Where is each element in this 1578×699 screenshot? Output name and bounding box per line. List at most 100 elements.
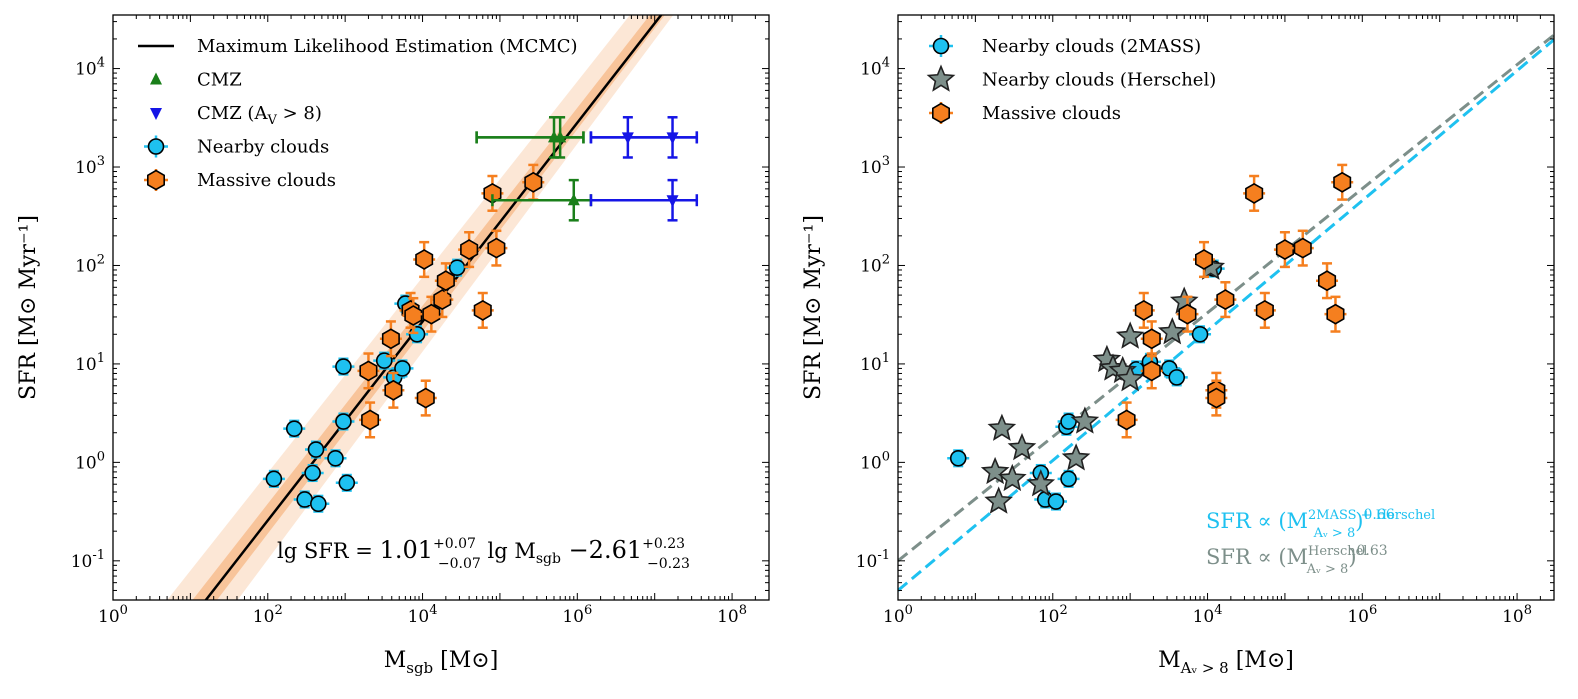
mle-fit-line	[204, 15, 663, 600]
tick-label: 106	[562, 603, 592, 627]
data-point	[381, 328, 400, 350]
legend-entry-label: Nearby clouds (2MASS)	[982, 36, 1201, 57]
data-point	[338, 474, 356, 492]
data-point	[524, 171, 543, 193]
legend-marker	[150, 108, 162, 120]
tick-label: 101	[860, 351, 890, 375]
x-axis-label: MAᵥ > 8 [M⊙]	[1158, 648, 1294, 677]
data-point	[335, 358, 352, 375]
legend: Maximum Likelihood Estimation (MCMC) CMZ C…	[138, 36, 578, 191]
power-law-relation-line	[898, 38, 1554, 592]
data-point	[949, 449, 967, 467]
data-point	[433, 289, 452, 311]
tick-label: 10-1	[856, 548, 890, 572]
series-nearby-clouds-herschel-	[980, 252, 1226, 514]
tick-label: 102	[860, 252, 890, 276]
tick-label: 108	[1502, 603, 1532, 627]
data-point	[460, 239, 479, 261]
data-point	[1293, 237, 1312, 259]
tick-label: 102	[1038, 603, 1068, 627]
legend-marker	[150, 72, 162, 85]
data-point	[1168, 369, 1186, 386]
tick-label: 10-1	[71, 548, 105, 572]
y-axis-label: SFR [M⊙ Myr⁻¹]	[16, 215, 41, 400]
data-point	[327, 449, 344, 467]
tick-label: 102	[253, 603, 283, 627]
tick-label: 100	[883, 603, 913, 627]
data-point	[473, 299, 492, 321]
legend-marker	[147, 169, 165, 191]
data-point	[1047, 493, 1065, 510]
tick-label: 103	[75, 154, 105, 178]
data-point	[1060, 413, 1077, 430]
data-point	[307, 441, 325, 458]
tick-label: 104	[75, 56, 105, 80]
tick-label: 103	[860, 154, 890, 178]
data-point	[335, 413, 352, 430]
data-point	[448, 259, 466, 276]
tick-label: 104	[408, 603, 438, 627]
data-point	[1060, 470, 1077, 488]
legend-marker	[931, 102, 951, 124]
data-point	[1275, 239, 1294, 261]
data-point	[666, 195, 679, 208]
data-point	[666, 132, 679, 145]
data-point	[1326, 303, 1345, 325]
data-point	[567, 193, 580, 206]
tick-label: 106	[1347, 603, 1377, 627]
data-point	[1007, 432, 1037, 461]
tick-label: 108	[717, 603, 747, 627]
right-chart-panel: 100 102 104 106 108 10-1 100 101 102 103 104 MAᵥ > …	[801, 14, 1555, 677]
data-point	[1255, 299, 1274, 321]
plot-frame	[897, 14, 1555, 601]
data-point	[1134, 299, 1153, 321]
data-point	[1318, 270, 1337, 292]
plot-area	[898, 33, 1554, 592]
data-point	[265, 470, 283, 488]
data-point	[1070, 406, 1100, 434]
legend-marker	[147, 138, 165, 155]
tick-label: 100	[860, 449, 890, 473]
legend-entry-label: CMZ (AV > 8)	[197, 103, 322, 128]
series-cmz	[475, 116, 593, 222]
tick-label: 100	[75, 449, 105, 473]
data-point	[487, 237, 506, 259]
tick-label: 104	[860, 56, 890, 80]
data-point	[1061, 443, 1091, 471]
data-point	[1115, 321, 1145, 349]
data-point	[984, 486, 1013, 514]
data-point	[1117, 409, 1136, 431]
data-point	[359, 360, 378, 382]
data-point	[436, 270, 455, 292]
data-point	[1245, 182, 1264, 204]
series-massive-clouds	[1115, 163, 1354, 439]
data-point	[394, 360, 411, 377]
legend-entry-label: Nearby clouds (Herschel)	[982, 70, 1216, 91]
x-axis-label: Msgb [M⊙]	[384, 648, 499, 677]
fit-equation: lg SFR = 1.01+0.07 −0.07 lg Msgb −2.61+0.…	[277, 536, 690, 572]
data-point	[285, 420, 303, 437]
data-point	[408, 325, 426, 343]
legend-marker	[926, 64, 956, 92]
data-point	[404, 305, 423, 326]
y-axis-label: SFR [M⊙ Myr⁻¹]	[801, 215, 826, 400]
tick-label: 100	[98, 603, 128, 627]
tick-label: 101	[75, 351, 105, 375]
relation-label: SFR ∝ (M2MASS + Herschel Aᵥ > 8)0.66	[1206, 507, 1435, 541]
data-point	[1142, 360, 1161, 382]
data-point	[1142, 328, 1161, 350]
data-point	[416, 387, 435, 409]
legend-entry-label: Massive clouds	[982, 103, 1121, 124]
data-point	[361, 409, 380, 431]
data-point	[1207, 387, 1226, 409]
data-point	[310, 495, 327, 513]
data-point	[1333, 171, 1352, 193]
data-point	[1195, 249, 1213, 270]
data-point	[1216, 289, 1235, 311]
legend: Nearby clouds (2MASS) Nearby clouds (Hers…	[926, 35, 1216, 124]
plot-frame	[112, 14, 770, 601]
data-point	[384, 379, 403, 401]
legend-entry-label: CMZ	[197, 70, 242, 91]
data-point	[1191, 325, 1209, 343]
